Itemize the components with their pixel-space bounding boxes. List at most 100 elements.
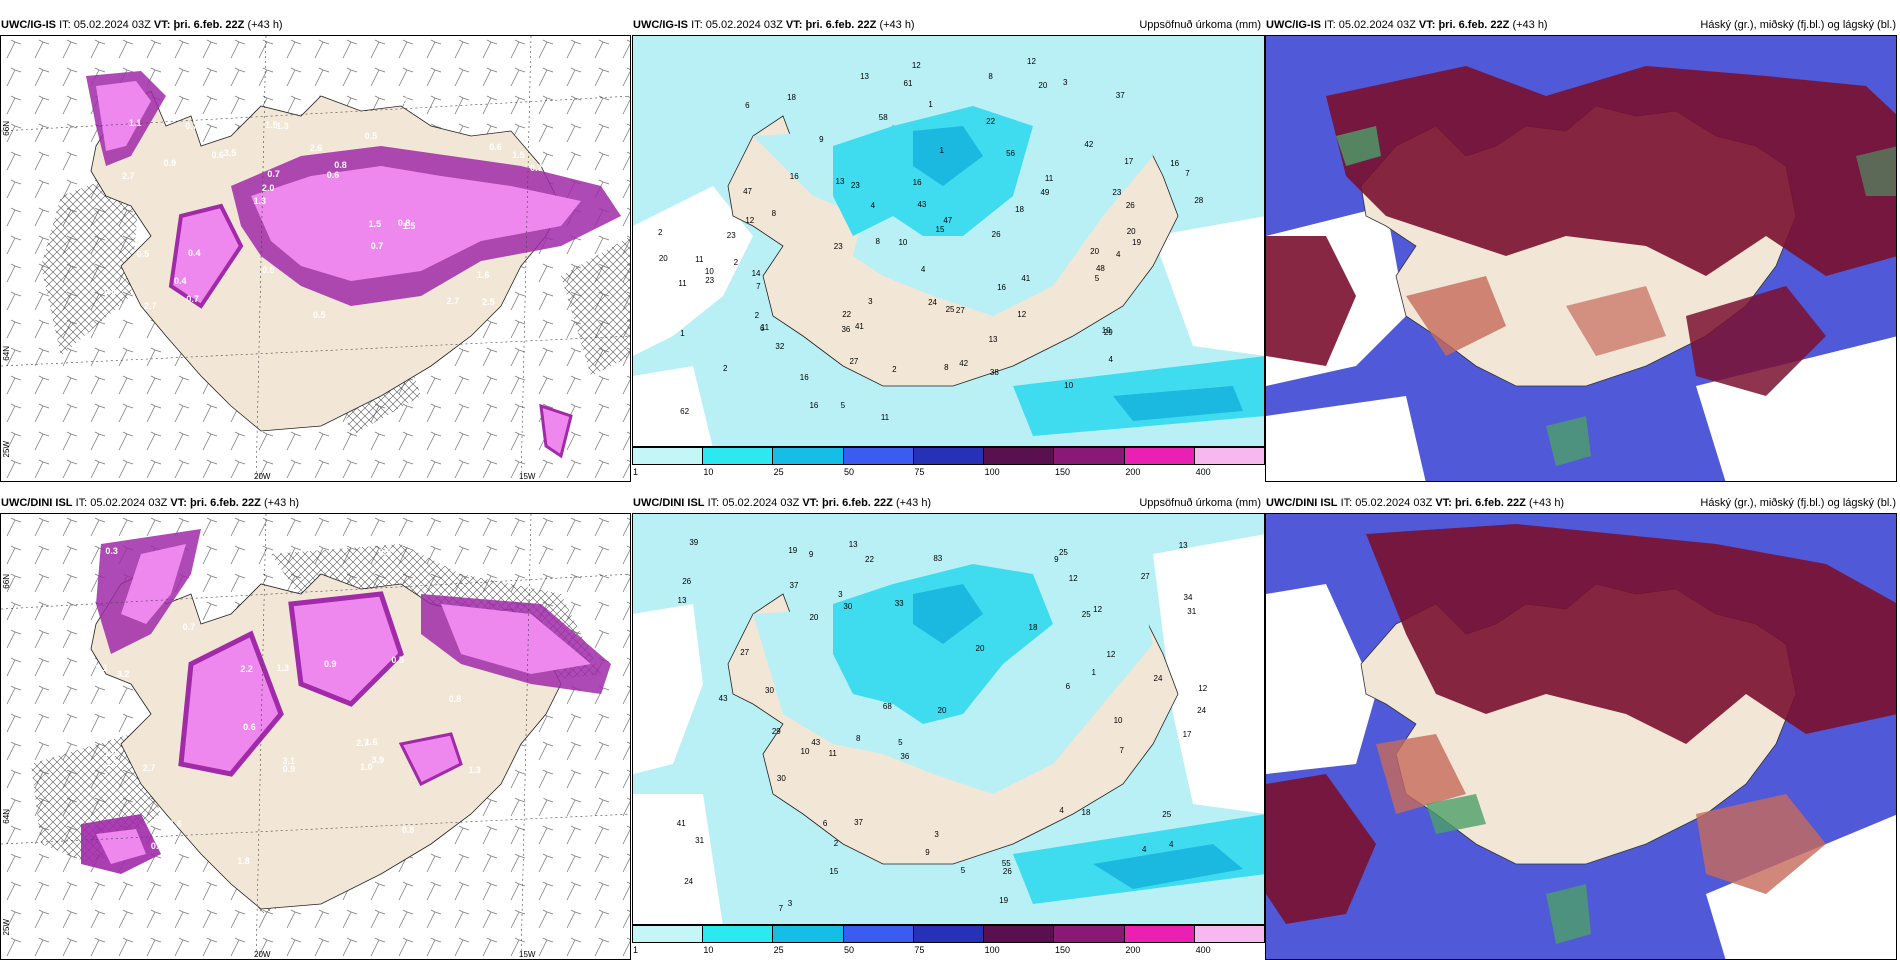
map-value-label: 0.4 (174, 276, 187, 287)
map-value-label: 2.1 (95, 662, 108, 673)
model-name: UWC/IG-IS (1, 19, 56, 31)
map-value-label: 33 (894, 598, 904, 608)
legend-swatch (703, 926, 774, 942)
map-value-label: 29 (1103, 328, 1113, 338)
legend-swatch (984, 448, 1055, 464)
map-value-label: 7 (1185, 168, 1190, 178)
legend-label: 100 (984, 945, 1000, 955)
lead-time: (+43 h) (1528, 497, 1565, 509)
map-value-label: 8 (856, 734, 861, 744)
map-value-label: 1.3 (468, 765, 481, 776)
map-value-label: 16 (912, 178, 922, 188)
map-value-label: 7 (1119, 745, 1124, 755)
panel-title: Háský (gr.), miðský (fj.bl.) og lágský (… (1700, 497, 1896, 509)
map-value-label: 49 (1040, 187, 1050, 197)
map-value-label: 15 (829, 866, 839, 876)
map-value-label: 0.5 (312, 309, 326, 320)
map-value-label: 12 (1093, 605, 1103, 615)
legend-swatch (843, 448, 914, 464)
map-value-label: 0.3 (105, 546, 118, 557)
map-value-label: 10 (1064, 381, 1074, 391)
map-value-label: 3 (787, 898, 793, 908)
map-value-label: 4 (1108, 355, 1113, 365)
map-value-label: 7 (778, 903, 784, 913)
precip-legend: 1 10 25 50 75 100 150 200 400 (632, 925, 1265, 959)
map-value-label: 0.6 (211, 149, 224, 160)
vt-label: VT: (785, 19, 803, 31)
legend-label: 50 (844, 945, 855, 955)
map-value-label: 7 (756, 282, 761, 292)
map-precipitation: 7 9 3 12 7 9 5 9 24 24 29 43 30 37 83 30 26 41 27 26 19 55 68 3… (632, 513, 1265, 925)
lat-label-64n: 64N (2, 346, 11, 361)
it-value: 05.02.2024 03Z (1355, 497, 1433, 509)
map-value-label: 26 (991, 229, 1001, 239)
map-value-label: 25 (945, 304, 955, 314)
map-value-label: 18 (787, 93, 796, 103)
map-value-label: 3.5 (223, 148, 237, 158)
legend-swatch (1124, 448, 1195, 464)
map-value-label: 11 (828, 749, 837, 759)
map-value-label: 3.1 (282, 756, 296, 767)
map-value-label: 11 (880, 413, 890, 423)
map-value-label: 2 (892, 365, 897, 375)
map-value-label: 25 (1081, 610, 1091, 620)
lon-label-15w: 15W (519, 950, 536, 959)
legend-label: 10 (703, 467, 714, 477)
map-value-label: 43 (811, 737, 821, 747)
map-value-label: 1 (680, 329, 685, 339)
map-value-label: 13 (848, 539, 858, 549)
legend-color-bar (632, 925, 1265, 943)
legend-swatch (843, 926, 914, 942)
legend-label: 400 (1195, 467, 1211, 477)
map-value-label: 20 (809, 612, 819, 622)
legend-swatch (1194, 926, 1264, 942)
map-value-label: 0.6 (326, 169, 340, 180)
vt-value: þri. 6.feb. 22Z (805, 19, 877, 31)
map-value-label: 0.8 (401, 824, 415, 835)
lon-label-20w: 20W (254, 950, 271, 959)
lat-label-66n: 66N (2, 121, 11, 136)
map-value-label: 6 (822, 818, 828, 828)
map-clouds (1265, 35, 1897, 482)
map-value-label: 0.8 (397, 217, 411, 228)
map-value-label: 1.1 (128, 117, 142, 128)
legend-label: 150 (1055, 945, 1071, 955)
map-value-label: 19 (1132, 237, 1142, 247)
map-value-label: 26 (682, 577, 692, 587)
map-value-label: 2.2 (240, 664, 253, 675)
map-value-label: 20 (658, 254, 668, 264)
lat-label-66n: 66N (2, 574, 11, 589)
map-value-label: 2.1 (517, 551, 530, 562)
map-value-label: 17 (1124, 157, 1134, 167)
legend-label: 75 (914, 467, 925, 477)
lead-time: (+43 h) (247, 19, 283, 31)
map-value-label: 34 (1183, 592, 1193, 602)
map-value-label: 1.3 (253, 196, 266, 207)
panel-header: UWC/DINI ISL IT: 05.02.2024 03Z VT: þri.… (0, 493, 632, 513)
map-value-label: 0.7 (185, 120, 198, 131)
map-value-label: 0.7 (267, 169, 280, 180)
map-value-label: 12 (745, 216, 755, 226)
map-value-label: 1 (1091, 668, 1096, 678)
it-value: 05.02.2024 03Z (722, 497, 800, 509)
map-value-label: 18 (1028, 622, 1038, 632)
model-name: UWC/IG-IS (1266, 19, 1321, 31)
legend-label: 10 (703, 945, 714, 955)
map-value-label: 43 (718, 693, 728, 703)
map-value-label: 2 (657, 227, 663, 237)
map-value-label: 41 (1021, 273, 1031, 283)
map-value-label: 36 (841, 324, 851, 334)
map-value-label: 1.3 (276, 120, 289, 131)
map-value-label: 3.9 (371, 755, 385, 766)
map-value-label: 5 (1094, 274, 1100, 284)
it-label: IT: (691, 19, 703, 31)
legend-swatch (1194, 448, 1264, 464)
map-value-label: 13 (988, 335, 998, 345)
map-value-label: 16 (809, 401, 819, 411)
panel-title: Uppsöfnuð úrkoma (mm) (1139, 19, 1261, 31)
map-value-label: 2.7 (143, 300, 157, 311)
legend-label: 100 (984, 467, 1000, 477)
legend-label: 400 (1195, 945, 1211, 955)
map-value-label: 11 (1044, 174, 1054, 184)
lat-label-25w: 25W (2, 441, 11, 458)
